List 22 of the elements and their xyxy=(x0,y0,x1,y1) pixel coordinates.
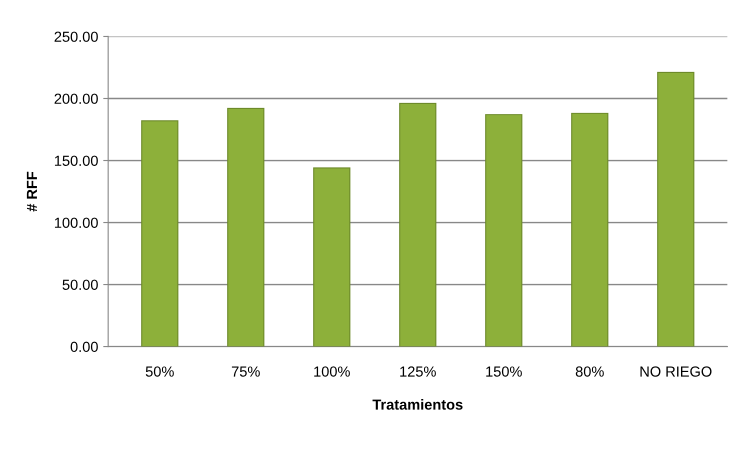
x-tick-label: 100% xyxy=(314,366,350,377)
y-tick-label: 200.00 xyxy=(54,94,98,104)
x-tick-label: 125% xyxy=(400,366,436,377)
x-tick-label: 75% xyxy=(232,366,260,377)
y-tick-label: 150.00 xyxy=(54,156,98,166)
bar xyxy=(571,112,608,347)
x-tick-label: 50% xyxy=(146,366,174,377)
x-axis-title: Tratamientos xyxy=(372,399,463,410)
x-tick-label: 150% xyxy=(486,366,522,377)
bar xyxy=(227,108,264,347)
bar xyxy=(141,120,178,347)
bar xyxy=(399,102,436,347)
y-tick-label: 50.00 xyxy=(62,280,98,290)
bar xyxy=(657,72,694,347)
bar xyxy=(485,114,522,347)
y-tick-label: 100.00 xyxy=(54,218,98,228)
bar xyxy=(313,167,350,347)
y-tick-label: 0.00 xyxy=(70,342,98,352)
x-tick-label: NO RIEGO xyxy=(640,366,712,377)
x-tick-label: 80% xyxy=(576,366,604,377)
y-tick-label: 250.00 xyxy=(54,32,98,42)
y-axis-title: # RFF xyxy=(26,172,37,212)
